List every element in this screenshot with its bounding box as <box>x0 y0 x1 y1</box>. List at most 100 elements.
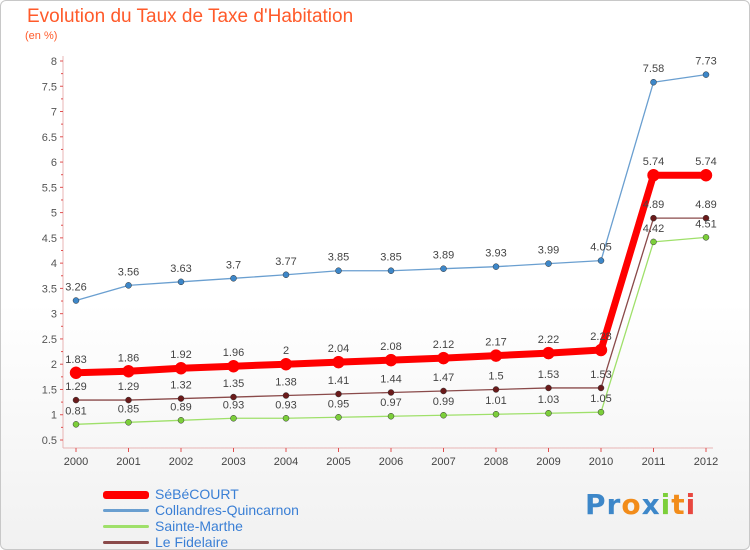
x-tick-label: 2002 <box>169 456 193 468</box>
data-point <box>282 271 290 279</box>
logo-letter: P <box>585 488 607 521</box>
data-point <box>230 393 237 401</box>
legend-swatch <box>103 525 149 528</box>
logo-letter: o <box>621 488 642 521</box>
logo-letter: x <box>641 488 661 521</box>
data-label: 3.77 <box>275 256 296 268</box>
data-label: 1.86 <box>118 352 139 364</box>
data-label: 0.81 <box>65 405 86 417</box>
y-tick-label: 5 <box>51 208 57 220</box>
data-label: 2.28 <box>590 331 611 343</box>
data-label: 3.85 <box>380 252 401 264</box>
chart-title: Evolution du Taux de Taxe d'Habitation <box>27 6 354 27</box>
legend-label: Collandres-Quincarnon <box>155 502 299 518</box>
data-label: 1.29 <box>118 381 139 393</box>
data-label: 0.85 <box>118 403 139 415</box>
x-tick-label: 2004 <box>274 456 298 468</box>
x-tick-label: 2009 <box>536 456 560 468</box>
data-point <box>440 265 447 272</box>
legend-swatch <box>103 509 149 512</box>
data-label: 4.51 <box>695 218 716 230</box>
data-point <box>387 412 395 420</box>
data-point <box>650 214 657 222</box>
data-point <box>594 343 608 357</box>
data-point <box>72 297 80 304</box>
x-tick-label: 2003 <box>221 456 245 468</box>
data-point <box>72 421 80 428</box>
data-label: 0.99 <box>433 396 454 408</box>
legend-swatch <box>103 541 149 544</box>
data-point <box>230 415 237 422</box>
legend-label: Le Fidelaire <box>155 534 229 550</box>
data-label: 2.17 <box>485 337 506 349</box>
data-point <box>492 263 500 270</box>
data-point <box>437 351 450 365</box>
data-point <box>177 395 185 402</box>
data-point <box>702 214 710 222</box>
y-tick-label: 3 <box>51 309 57 321</box>
logo-letter: t <box>671 488 686 521</box>
data-point <box>545 409 552 417</box>
data-point <box>545 260 552 267</box>
data-point <box>335 390 342 398</box>
x-tick-label: 2010 <box>589 456 613 468</box>
data-point <box>387 267 395 274</box>
y-tick-label: 8 <box>51 56 57 68</box>
legend-swatch <box>103 491 149 499</box>
y-tick-label: 6 <box>51 157 57 169</box>
data-label: 0.95 <box>328 398 349 410</box>
data-point <box>282 392 290 399</box>
data-label: 2.12 <box>433 339 454 351</box>
data-label: 1.83 <box>65 354 86 366</box>
data-point <box>72 396 80 404</box>
x-tick-label: 2011 <box>642 456 666 468</box>
proxiti-logo: Proxiti <box>585 488 696 521</box>
data-point <box>597 384 605 392</box>
logo-letter: i <box>685 488 697 521</box>
data-label: 1.38 <box>275 377 296 389</box>
y-tick-label: 1.5 <box>42 384 57 396</box>
data-label: 1.01 <box>485 395 506 407</box>
data-label: 1.96 <box>223 347 244 359</box>
data-label: 2.22 <box>538 334 559 346</box>
data-label: 1.92 <box>170 349 191 361</box>
data-label: 5.74 <box>695 156 716 168</box>
data-label: 4.42 <box>643 223 664 235</box>
data-point <box>174 361 188 375</box>
y-tick-label: 2.5 <box>42 334 57 346</box>
data-label: 3.89 <box>433 250 454 262</box>
y-tick-label: 7.5 <box>42 81 57 93</box>
data-label: 3.63 <box>170 263 191 275</box>
x-tick-label: 2006 <box>379 456 403 468</box>
data-label: 1.53 <box>590 369 611 381</box>
data-point <box>125 419 132 426</box>
x-tick-label: 2001 <box>116 456 140 468</box>
y-tick-label: 5.5 <box>42 182 57 194</box>
data-label: 3.7 <box>226 259 241 271</box>
y-tick-label: 4 <box>51 258 57 270</box>
data-label: 3.85 <box>328 252 349 264</box>
y-tick-label: 4.5 <box>42 233 57 245</box>
data-label: 1.35 <box>223 378 244 390</box>
data-label: 4.05 <box>590 242 611 254</box>
data-point <box>647 168 660 182</box>
data-point <box>335 267 342 274</box>
data-label: 1.41 <box>328 375 349 387</box>
data-point <box>489 349 503 362</box>
data-point <box>597 257 605 264</box>
y-tick-label: 2 <box>51 359 57 371</box>
x-tick-label: 2008 <box>484 456 508 468</box>
data-label: 0.89 <box>170 401 191 413</box>
data-point <box>387 389 395 396</box>
data-point <box>384 353 398 367</box>
legend-label: SéBéCOURT <box>155 486 239 502</box>
x-tick-label: 2007 <box>431 456 455 468</box>
data-point <box>279 357 293 371</box>
data-label: 0.93 <box>275 399 296 411</box>
data-label: 4.89 <box>643 199 664 211</box>
data-label: 0.93 <box>223 399 244 411</box>
data-label: 3.56 <box>118 266 139 278</box>
y-tick-label: 3.5 <box>42 283 57 295</box>
data-point <box>227 359 240 373</box>
data-point <box>177 417 185 424</box>
